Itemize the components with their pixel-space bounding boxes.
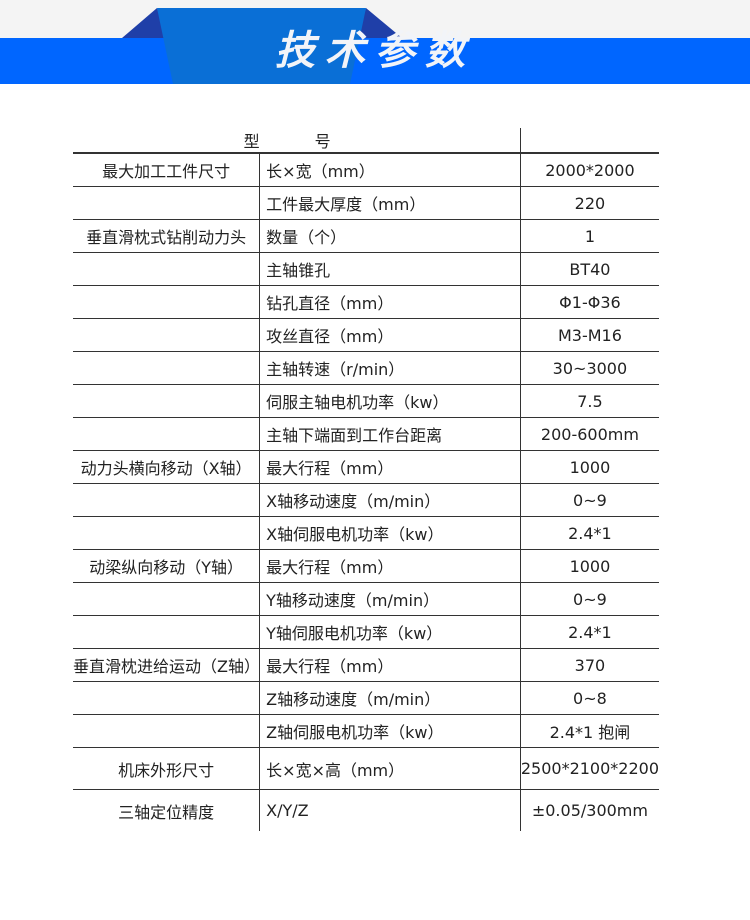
value-cell: 1 (520, 219, 659, 253)
parameter-cell: Z轴伺服电机功率（kw） (259, 714, 521, 748)
value-cell: 7.5 (520, 384, 659, 418)
table-row: Y轴伺服电机功率（kw） 2.4*1 (73, 615, 659, 649)
table-row: X轴移动速度（m/min） 0~9 (73, 483, 659, 517)
table-row: 主轴转速（r/min） 30~3000 (73, 351, 659, 385)
table-row: 伺服主轴电机功率（kw） 7.5 (73, 384, 659, 418)
value-cell: M3-M16 (520, 318, 659, 352)
parameter-cell: 钻孔直径（mm） (259, 285, 521, 319)
category-cell (73, 318, 261, 352)
table-row: Y轴移动速度（m/min） 0~9 (73, 582, 659, 616)
parameter-cell: 主轴下端面到工作台距离 (259, 417, 521, 451)
category-cell (73, 516, 261, 550)
parameter-cell: 攻丝直径（mm） (259, 318, 521, 352)
parameter-cell: Y轴伺服电机功率（kw） (259, 615, 521, 649)
category-cell: 垂直滑枕进给运动（Z轴） (73, 648, 261, 682)
value-cell: 2000*2000 (520, 153, 659, 187)
value-cell: 220 (520, 186, 659, 220)
category-cell (73, 615, 261, 649)
title-banner (122, 8, 402, 84)
parameter-cell: Y轴移动速度（m/min） (259, 582, 521, 616)
table-row: 主轴锥孔 BT40 (73, 252, 659, 286)
parameter-cell: 最大行程（mm） (259, 450, 521, 484)
parameter-cell: 数量（个） (259, 219, 521, 253)
value-cell: 200-600mm (520, 417, 659, 451)
table-row: 攻丝直径（mm） M3-M16 (73, 318, 659, 352)
category-cell (73, 582, 261, 616)
right-wing (357, 8, 402, 38)
parameter-cell: 长×宽（mm） (259, 153, 521, 187)
parameter-cell: 主轴转速（r/min） (259, 351, 521, 385)
category-cell (73, 285, 261, 319)
table-row: 动力头横向移动（X轴） 最大行程（mm） 1000 (73, 450, 659, 484)
category-cell: 动梁纵向移动（Y轴） (73, 549, 261, 583)
value-cell: 30~3000 (520, 351, 659, 385)
header-value (520, 128, 659, 154)
category-cell: 垂直滑枕式钻削动力头 (73, 219, 261, 253)
parameter-cell: X轴移动速度（m/min） (259, 483, 521, 517)
value-cell: 0~9 (520, 582, 659, 616)
value-cell: 2.4*1 (520, 615, 659, 649)
parameter-cell: 长×宽×高（mm） (259, 747, 521, 790)
category-cell: 机床外形尺寸 (73, 747, 261, 790)
category-cell: 三轴定位精度 (73, 789, 261, 831)
table-row: 最大加工工件尺寸 长×宽（mm） 2000*2000 (73, 153, 659, 187)
value-cell: 2500*2100*2200 (520, 747, 659, 790)
category-cell (73, 483, 261, 517)
spec-table: 型号最大加工工件尺寸 长×宽（mm） 2000*2000 工件最大厚度（mm） 220 垂… (73, 128, 659, 831)
table-row: 动梁纵向移动（Y轴） 最大行程（mm） 1000 (73, 549, 659, 583)
value-cell: 2.4*1 (520, 516, 659, 550)
parameter-cell: 伺服主轴电机功率（kw） (259, 384, 521, 418)
value-cell: 0~8 (520, 681, 659, 715)
page-title: 技术参数 (275, 27, 475, 74)
value-cell: 1000 (520, 450, 659, 484)
value-cell: BT40 (520, 252, 659, 286)
value-cell: Φ1-Φ36 (520, 285, 659, 319)
table-row: Z轴移动速度（m/min） 0~8 (73, 681, 659, 715)
value-cell: 0~9 (520, 483, 659, 517)
header-model-1: 型 (73, 128, 260, 154)
parameter-cell: 最大行程（mm） (259, 549, 521, 583)
table-row: 钻孔直径（mm） Φ1-Φ36 (73, 285, 659, 319)
category-cell (73, 252, 261, 286)
table-row: 垂直滑枕式钻削动力头 数量（个） 1 (73, 219, 659, 253)
category-cell (73, 351, 261, 385)
left-wing (122, 8, 166, 38)
value-cell: 1000 (520, 549, 659, 583)
parameter-cell: 最大行程（mm） (259, 648, 521, 682)
parameter-cell: X/Y/Z (259, 789, 521, 831)
category-cell (73, 186, 261, 220)
header-model-2: 号 (259, 128, 521, 154)
category-cell: 最大加工工件尺寸 (73, 153, 261, 187)
parameter-cell: 工件最大厚度（mm） (259, 186, 521, 220)
table-row: 工件最大厚度（mm） 220 (73, 186, 659, 220)
table-header: 型号 (73, 128, 659, 154)
category-cell (73, 384, 261, 418)
header-band (0, 38, 750, 84)
value-cell: ±0.05/300mm (531, 801, 648, 820)
parameter-cell: 主轴锥孔 (259, 252, 521, 286)
value-cell: 2.4*1 抱闸 (520, 714, 659, 748)
center-panel (157, 8, 366, 84)
value-cell: 370 (520, 648, 659, 682)
parameter-cell: X轴伺服电机功率（kw） (259, 516, 521, 550)
table-row: 主轴下端面到工作台距离 200-600mm (73, 417, 659, 451)
table-row: Z轴伺服电机功率（kw） 2.4*1 抱闸 (73, 714, 659, 748)
category-cell (73, 681, 261, 715)
table-row: 三轴定位精度 X/Y/Z ±0.05/300mm (73, 789, 659, 831)
parameter-cell: Z轴移动速度（m/min） (259, 681, 521, 715)
table-row: 垂直滑枕进给运动（Z轴） 最大行程（mm） 370 (73, 648, 659, 682)
table-row: 机床外形尺寸 长×宽×高（mm） 2500*2100*2200 (73, 747, 659, 790)
table-row: X轴伺服电机功率（kw） 2.4*1 (73, 516, 659, 550)
category-cell (73, 714, 261, 748)
category-cell: 动力头横向移动（X轴） (73, 450, 261, 484)
category-cell (73, 417, 261, 451)
